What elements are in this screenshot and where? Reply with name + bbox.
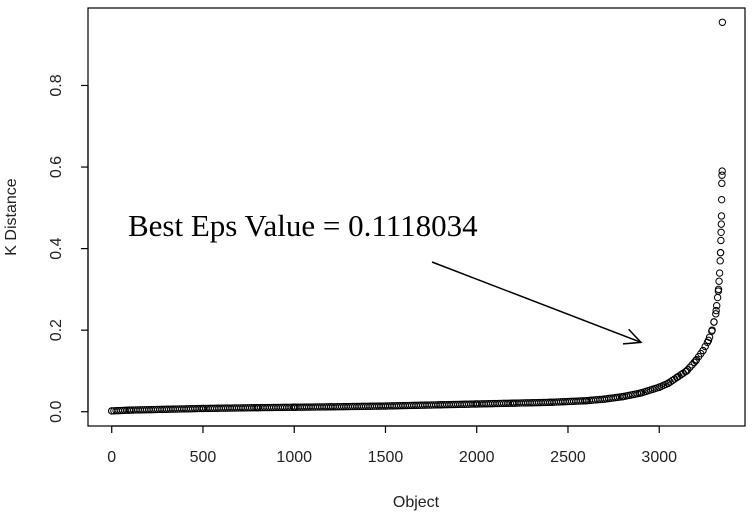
x-tick-label: 3000 (641, 449, 677, 466)
data-point (715, 277, 723, 285)
data-point (655, 383, 663, 391)
data-point (126, 406, 134, 414)
data-point (681, 367, 690, 376)
data-point (708, 326, 716, 334)
data-point (162, 405, 171, 413)
y-tick-label: 0.0 (48, 401, 65, 423)
data-point (713, 301, 721, 310)
data-point (546, 398, 554, 407)
data-point (290, 403, 298, 411)
annotation-arrowhead (622, 328, 643, 345)
data-points (108, 18, 727, 415)
data-point (673, 373, 682, 381)
data-point (712, 306, 720, 315)
data-point (713, 293, 722, 302)
data-point (718, 171, 726, 179)
data-point (254, 403, 262, 412)
data-point (582, 397, 590, 405)
data-point (108, 407, 116, 415)
y-tick-label: 0.8 (48, 74, 65, 96)
data-point (327, 403, 335, 411)
x-tick-label: 2000 (459, 449, 495, 466)
data-point (710, 318, 718, 326)
data-point (473, 400, 481, 408)
x-tick-label: 2500 (550, 449, 586, 466)
data-point (717, 195, 726, 204)
x-axis-title: Object (393, 494, 440, 511)
data-point (664, 379, 673, 387)
annotation-arrow (431, 261, 642, 344)
y-tick-label: 0.2 (48, 319, 65, 341)
x-axis: 0 500 1000 1500 2000 2500 3000 (107, 425, 677, 466)
data-point (717, 212, 726, 220)
data-point (717, 220, 725, 228)
data-point (718, 167, 726, 175)
data-point (717, 236, 725, 245)
annotation: Best Eps Value = 0.1118034 (128, 208, 643, 345)
data-point (682, 367, 691, 375)
data-point (692, 357, 700, 365)
x-tick-label: 500 (190, 449, 217, 466)
y-axis: 0.0 0.2 0.4 0.6 0.8 (48, 74, 89, 423)
data-point (199, 404, 207, 413)
data-point (717, 228, 725, 236)
annotation-text: Best Eps Value = 0.1118034 (128, 208, 478, 243)
data-point (718, 179, 726, 188)
data-point (701, 342, 709, 351)
data-point (509, 399, 517, 407)
x-tick-label: 1000 (276, 449, 312, 466)
x-tick-label: 1500 (368, 449, 404, 466)
data-point (619, 392, 627, 401)
data-point (714, 285, 723, 294)
data-point (715, 269, 724, 277)
y-tick-label: 0.6 (48, 156, 65, 178)
data-point (716, 257, 724, 265)
data-point (637, 389, 645, 397)
y-tick-label: 0.4 (48, 237, 65, 259)
data-point (699, 346, 707, 355)
y-axis-title: K Distance (3, 178, 20, 255)
data-point (704, 336, 713, 345)
data-point (688, 361, 696, 369)
data-point (718, 18, 727, 26)
data-point (683, 366, 692, 374)
data-point (600, 395, 609, 403)
x-tick-label: 0 (107, 449, 116, 466)
data-point (712, 310, 720, 318)
data-point (716, 248, 725, 257)
data-point (436, 401, 444, 409)
data-point (381, 402, 390, 410)
